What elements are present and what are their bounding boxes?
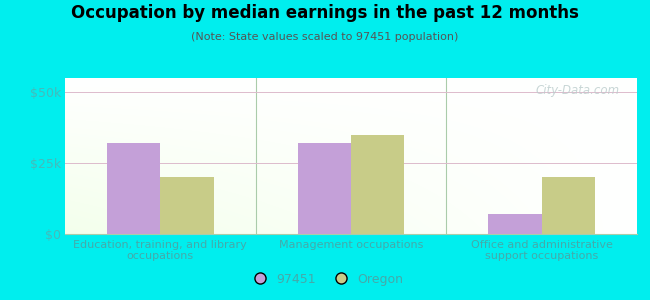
Text: Occupation by median earnings in the past 12 months: Occupation by median earnings in the pas… <box>71 4 579 22</box>
Bar <box>541 177 595 234</box>
Bar <box>488 214 541 234</box>
Text: (Note: State values scaled to 97451 population): (Note: State values scaled to 97451 popu… <box>191 32 459 41</box>
Bar <box>107 143 161 234</box>
Bar <box>161 177 214 234</box>
Bar <box>351 135 404 234</box>
Bar <box>298 143 351 234</box>
Legend: 97451, Oregon: 97451, Oregon <box>242 268 408 291</box>
Text: City-Data.com: City-Data.com <box>536 84 620 97</box>
